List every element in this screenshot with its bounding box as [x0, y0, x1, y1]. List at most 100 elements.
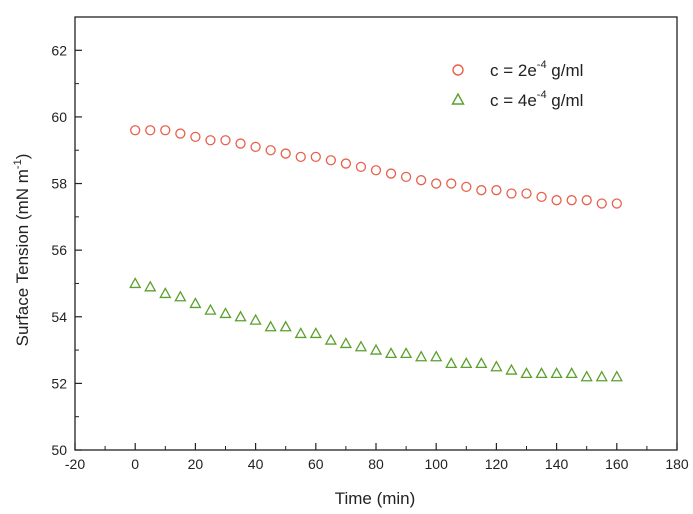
y-tick-label: 54 [51, 309, 67, 325]
legend-label-0-post: g/ml [547, 61, 584, 80]
data-point-circle [506, 188, 517, 199]
y-tick-label: 56 [51, 242, 67, 258]
data-point-circle [235, 138, 246, 149]
data-point-triangle [595, 370, 608, 382]
x-tick-label: 100 [425, 456, 449, 472]
data-point-triangle [369, 343, 383, 355]
y-tick-label: 50 [51, 442, 67, 458]
x-axis: -20 0 20 40 60 80 100 120 140 160 180 [65, 443, 689, 472]
data-point-circle [265, 145, 276, 156]
plot-area-frame [74, 16, 678, 451]
data-point-triangle [279, 320, 292, 332]
legend-marker-triangle [451, 92, 465, 105]
data-point-triangle [264, 320, 277, 332]
data-point-circle [536, 191, 547, 203]
legend-label-1-post: g/ml [547, 91, 584, 110]
x-tick-label: 80 [368, 456, 384, 472]
data-point-circle [385, 168, 397, 179]
data-point-triangle [354, 340, 368, 352]
data-point-triangle [189, 297, 202, 309]
data-point-triangle [159, 287, 172, 299]
legend-label-0-pre: c = 2e [490, 61, 537, 80]
data-point-circle [370, 165, 382, 176]
data-point-triangle [550, 367, 563, 379]
data-point-circle [205, 135, 216, 146]
data-point-triangle [415, 350, 428, 362]
data-point-circle [160, 125, 171, 136]
x-tick-label: 40 [248, 456, 264, 472]
data-point-triangle [565, 367, 578, 379]
data-point-circle [611, 198, 622, 209]
data-point-triangle [144, 280, 157, 292]
legend-label-0: c = 2e-4 g/ml [490, 59, 583, 80]
y-tick-label: 52 [51, 375, 67, 391]
legend-label-0-sup: -4 [537, 59, 547, 71]
x-tick-label: 180 [665, 456, 689, 472]
x-tick-label: 0 [131, 456, 139, 472]
data-point-triangle [129, 277, 142, 289]
data-point-triangle [430, 350, 443, 362]
x-tick-label: 20 [188, 456, 204, 472]
data-point-circle [295, 151, 306, 163]
series-circle [130, 125, 622, 209]
data-point-circle [476, 185, 487, 196]
data-point-triangle [339, 337, 353, 349]
y-axis-title: Surface Tension (mN m-1) [12, 154, 32, 347]
legend-label-1-pre: c = 4e [490, 91, 537, 110]
data-point-circle [340, 158, 352, 169]
data-point-circle [521, 188, 532, 199]
data-point-circle [130, 125, 141, 136]
x-tick-label: 60 [308, 456, 324, 472]
x-axis-title: Time (min) [335, 489, 416, 508]
data-point-triangle [174, 290, 187, 302]
data-point-circle [596, 198, 607, 209]
y-axis: 50 52 54 56 58 60 62 [51, 42, 82, 458]
y-tick-label: 60 [51, 109, 67, 125]
data-point-circle [145, 125, 156, 136]
data-point-triangle [384, 347, 398, 359]
legend-entry-1: c = 4e-4 g/ml [451, 89, 583, 110]
data-point-triangle [460, 357, 473, 369]
data-point-circle [461, 181, 472, 193]
data-point-triangle [249, 313, 262, 325]
data-point-circle [446, 178, 457, 189]
data-point-circle [491, 185, 502, 196]
y-tick-label: 58 [51, 176, 67, 192]
data-point-circle [415, 175, 427, 186]
data-point-triangle [475, 357, 488, 369]
legend-entry-0: c = 2e-4 g/ml [452, 59, 583, 80]
legend: c = 2e-4 g/ml c = 4e-4 g/ml [451, 59, 583, 110]
data-point-circle [566, 195, 577, 206]
data-point-triangle [294, 327, 307, 339]
data-point-triangle [520, 367, 533, 379]
x-tick-label: -20 [65, 456, 85, 472]
legend-label-1: c = 4e-4 g/ml [490, 89, 583, 110]
data-point-circle [175, 128, 186, 139]
series-triangle [129, 277, 623, 382]
data-point-circle [190, 131, 201, 143]
data-point-circle [581, 195, 592, 206]
data-point-triangle [445, 357, 458, 369]
y-axis-title-main: Surface Tension (mN m [13, 169, 32, 346]
x-tick-label: 140 [545, 456, 569, 472]
data-point-circle [551, 195, 562, 206]
data-point-triangle [204, 303, 217, 315]
data-point-circle [400, 171, 412, 183]
data-point-circle [220, 135, 231, 146]
data-point-circle [250, 141, 261, 153]
data-point-triangle [219, 307, 232, 319]
data-point-circle [325, 155, 337, 166]
data-point-triangle [324, 333, 337, 345]
data-point-circle [310, 151, 321, 163]
series-layer [129, 125, 623, 382]
legend-label-1-sup: -4 [537, 89, 547, 101]
y-axis-title-superscript: -1 [12, 159, 24, 169]
data-point-triangle [309, 327, 322, 339]
x-tick-label: 120 [485, 456, 509, 472]
data-point-triangle [580, 370, 593, 382]
y-tick-label: 62 [51, 42, 67, 58]
data-point-triangle [535, 367, 548, 379]
legend-marker-circle [452, 64, 464, 76]
data-point-triangle [234, 310, 247, 322]
data-point-circle [280, 148, 291, 159]
